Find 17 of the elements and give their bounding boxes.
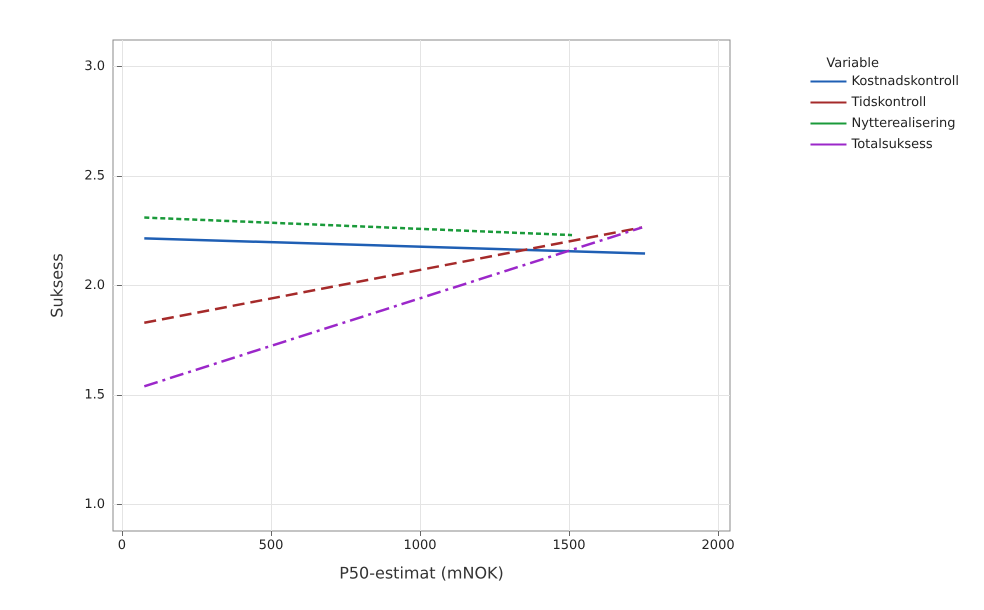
legend-label: Totalsuksess <box>850 137 933 152</box>
y-tick-label: 3.0 <box>84 58 105 74</box>
y-tick-label: 2.0 <box>84 278 105 293</box>
x-tick-label: 500 <box>258 538 284 553</box>
y-axis-title: Suksess <box>48 253 66 318</box>
y-tick-label: 2.5 <box>84 168 105 184</box>
y-tick-label: 1.5 <box>84 388 105 403</box>
legend-title: Variable <box>826 56 880 71</box>
legend-label: Nytterealisering <box>851 116 956 131</box>
legend-label: Kostnadskontroll <box>851 74 960 89</box>
x-axis-title: P50-estimat (mNOK) <box>339 564 504 582</box>
x-tick-label: 2000 <box>702 538 735 553</box>
x-tick-label: 0 <box>118 538 126 553</box>
y-tick-label: 1.0 <box>84 497 105 512</box>
x-tick-label: 1000 <box>403 538 437 553</box>
x-tick-label: 1500 <box>552 538 586 553</box>
legend-label: Tidskontroll <box>850 95 926 110</box>
